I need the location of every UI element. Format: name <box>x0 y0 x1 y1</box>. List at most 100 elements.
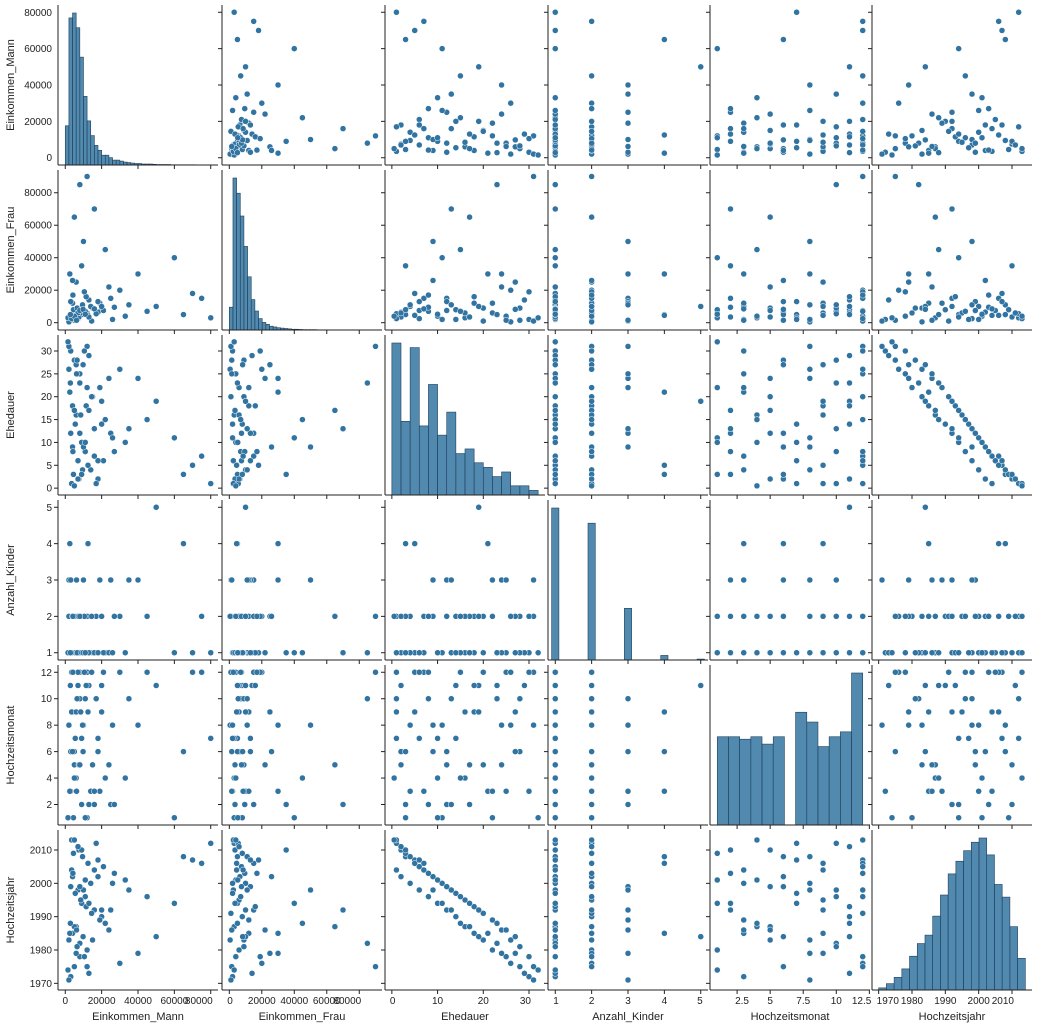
hist-bar <box>948 874 956 990</box>
scatter-point <box>807 613 813 619</box>
hist-bar <box>410 348 419 495</box>
scatter-point <box>820 412 826 418</box>
scatter-point <box>70 850 76 856</box>
scatter-point <box>100 864 106 870</box>
scatter-point <box>807 435 813 441</box>
scatter-point <box>457 775 463 781</box>
scatter-point <box>936 775 942 781</box>
scatter-point <box>794 458 800 464</box>
scatter-point <box>552 900 558 906</box>
scatter-point <box>860 910 866 916</box>
scatter-point <box>589 907 595 913</box>
panel-Ehedauer-vs-Ehedauer <box>385 335 545 499</box>
scatter-point <box>727 900 733 906</box>
scatter-point <box>74 371 80 377</box>
scatter-point <box>89 669 95 675</box>
scatter-point <box>364 650 370 656</box>
scatter-point <box>926 541 932 547</box>
scatter-point <box>398 682 404 688</box>
scatter-point <box>254 449 260 455</box>
scatter-point <box>457 308 463 314</box>
scatter-point <box>102 417 108 423</box>
scatter-point <box>535 152 541 158</box>
scatter-point <box>391 837 397 843</box>
panel-Hochzeitsjahr-vs-Anzahl_Kinder <box>544 830 708 994</box>
scatter-point <box>847 476 853 482</box>
scatter-point <box>80 362 86 368</box>
scatter-point <box>480 128 486 134</box>
scatter-point <box>70 749 76 755</box>
scatter-point <box>122 439 128 445</box>
scatter-point <box>67 541 73 547</box>
hist-bar <box>233 178 237 330</box>
scatter-point <box>111 304 117 310</box>
hist-bar <box>894 977 902 990</box>
scatter-point <box>807 854 813 860</box>
scatter-point <box>89 394 95 400</box>
scatter-point <box>467 314 473 320</box>
scatter-point <box>106 284 112 290</box>
scatter-point <box>794 439 800 445</box>
scatter-point <box>754 877 760 883</box>
scatter-point <box>190 650 196 656</box>
scatter-point <box>480 318 486 324</box>
scatter-point <box>230 421 236 427</box>
scatter-point <box>932 214 938 220</box>
scatter-point <box>714 339 720 345</box>
scatter-point <box>262 375 268 381</box>
scatter-point <box>922 650 928 656</box>
scatter-point <box>982 277 988 283</box>
x-tick-label: 20000 <box>248 996 276 1007</box>
scatter-point <box>820 907 826 913</box>
scatter-point <box>966 145 972 151</box>
scatter-point <box>393 696 399 702</box>
scatter-point <box>780 317 786 323</box>
scatter-point <box>794 421 800 427</box>
scatter-point <box>238 417 244 423</box>
scatter-point <box>929 577 935 583</box>
scatter-point <box>929 284 935 290</box>
scatter-point <box>847 303 853 309</box>
scatter-point <box>552 284 558 290</box>
scatter-point <box>171 900 177 906</box>
scatter-point <box>239 914 245 920</box>
scatter-point <box>780 934 786 940</box>
scatter-point <box>589 18 595 24</box>
scatter-point <box>70 292 76 298</box>
scatter-point <box>403 749 409 755</box>
scatter-point <box>794 890 800 896</box>
scatter-point <box>794 840 800 846</box>
scatter-point <box>71 214 77 220</box>
scatter-point <box>625 917 631 923</box>
scatter-point <box>807 82 813 88</box>
x-tick-label: 1990 <box>934 996 957 1007</box>
scatter-point <box>780 874 786 880</box>
scatter-point <box>820 481 826 487</box>
scatter-point <box>794 145 800 151</box>
scatter-point <box>552 339 558 345</box>
scatter-point <box>421 788 427 794</box>
scatter-point <box>77 182 83 188</box>
scatter-point <box>68 884 74 890</box>
scatter-point <box>996 709 1002 715</box>
scatter-point <box>847 118 853 124</box>
scatter-point <box>494 682 500 688</box>
scatter-point <box>230 880 236 886</box>
scatter-point <box>833 124 839 130</box>
x-tick-label: 2.5 <box>735 996 749 1007</box>
scatter-point <box>106 375 112 381</box>
scatter-point <box>780 122 786 128</box>
scatter-point <box>291 435 297 441</box>
scatter-point <box>860 954 866 960</box>
scatter-point <box>190 290 196 296</box>
scatter-point <box>444 140 450 146</box>
scatter-point <box>589 788 595 794</box>
scatter-point <box>70 449 76 455</box>
scatter-point <box>942 421 948 427</box>
scatter-point <box>521 131 527 137</box>
scatter-point <box>117 613 123 619</box>
y-axis-label: Einkommen_Frau <box>5 207 17 294</box>
scatter-point <box>939 120 945 126</box>
scatter-point <box>989 709 995 715</box>
